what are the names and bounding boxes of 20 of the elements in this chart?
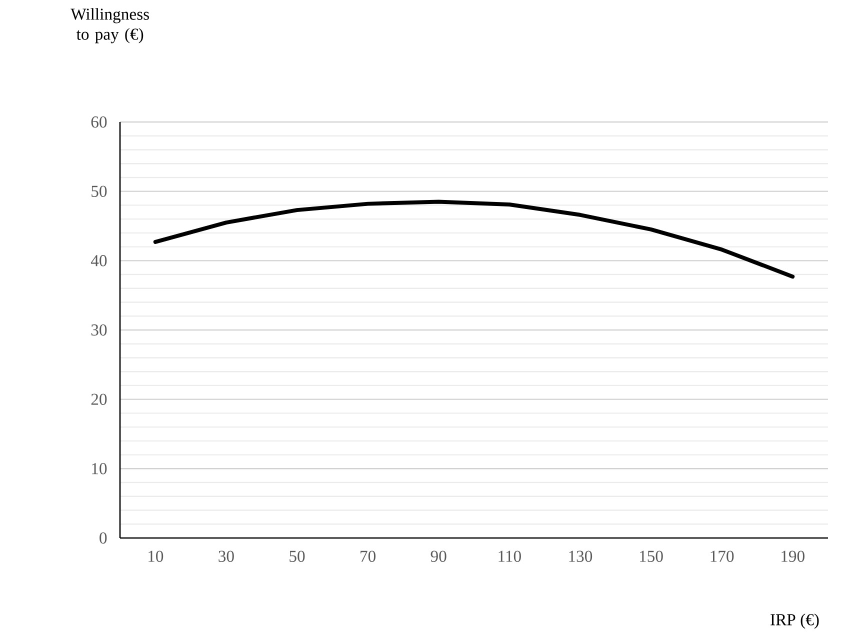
y-axis-title: Willingness to pay (€) — [70, 8, 149, 44]
y-tick-label: 30 — [91, 324, 107, 336]
y-tick-label: 40 — [90, 255, 107, 266]
x-axis-title: IRP (€) — [770, 614, 819, 629]
x-tick-label: 10 — [148, 550, 164, 562]
y-tick-label: 10 — [92, 463, 107, 474]
y-tick-label: 50 — [92, 186, 107, 197]
y-tick-label: 0 — [100, 532, 107, 544]
x-tick-label: 30 — [218, 550, 234, 562]
x-tick-label: 130 — [569, 550, 592, 562]
y-tick-label: 20 — [91, 394, 107, 405]
x-tick-label: 90 — [430, 550, 446, 562]
x-tick-label: 50 — [290, 550, 305, 562]
line-series — [153, 200, 795, 279]
x-tick-label: 190 — [782, 550, 804, 562]
x-tick-label: 150 — [640, 550, 663, 562]
x-tick-label: 170 — [710, 550, 734, 562]
y-tick-label: 60 — [91, 116, 107, 128]
x-tick-label: 70 — [360, 550, 376, 562]
x-tick-label: 110 — [498, 550, 521, 562]
